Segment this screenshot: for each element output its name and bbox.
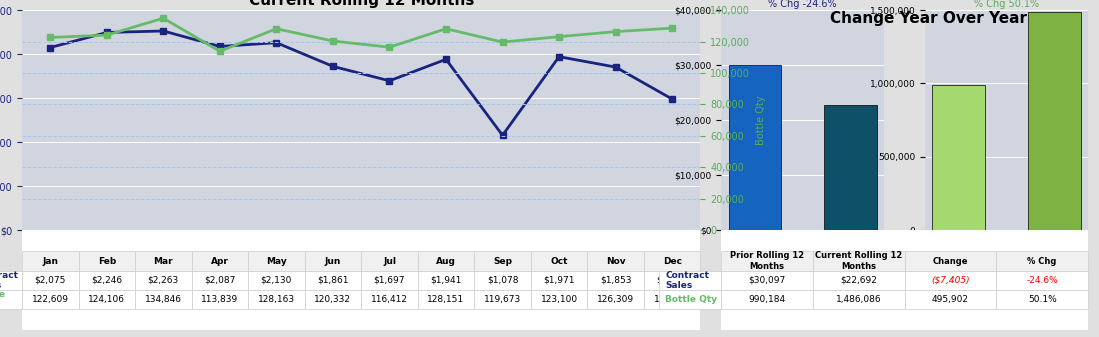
Title: Bottle Quantity
% Chg 50.1%: Bottle Quantity % Chg 50.1% <box>969 0 1044 9</box>
Title: Contract Sales (Thousands)
% Chg -24.6%: Contract Sales (Thousands) % Chg -24.6% <box>735 0 870 9</box>
Text: Change Year Over Year: Change Year Over Year <box>830 11 1028 26</box>
Title: Current Rolling 12 Months: Current Rolling 12 Months <box>248 0 474 7</box>
Bar <box>729 65 781 230</box>
Bar <box>932 85 985 230</box>
Y-axis label: Bottle Qty: Bottle Qty <box>756 95 766 145</box>
Bar <box>824 105 877 230</box>
Bar <box>1028 12 1080 230</box>
